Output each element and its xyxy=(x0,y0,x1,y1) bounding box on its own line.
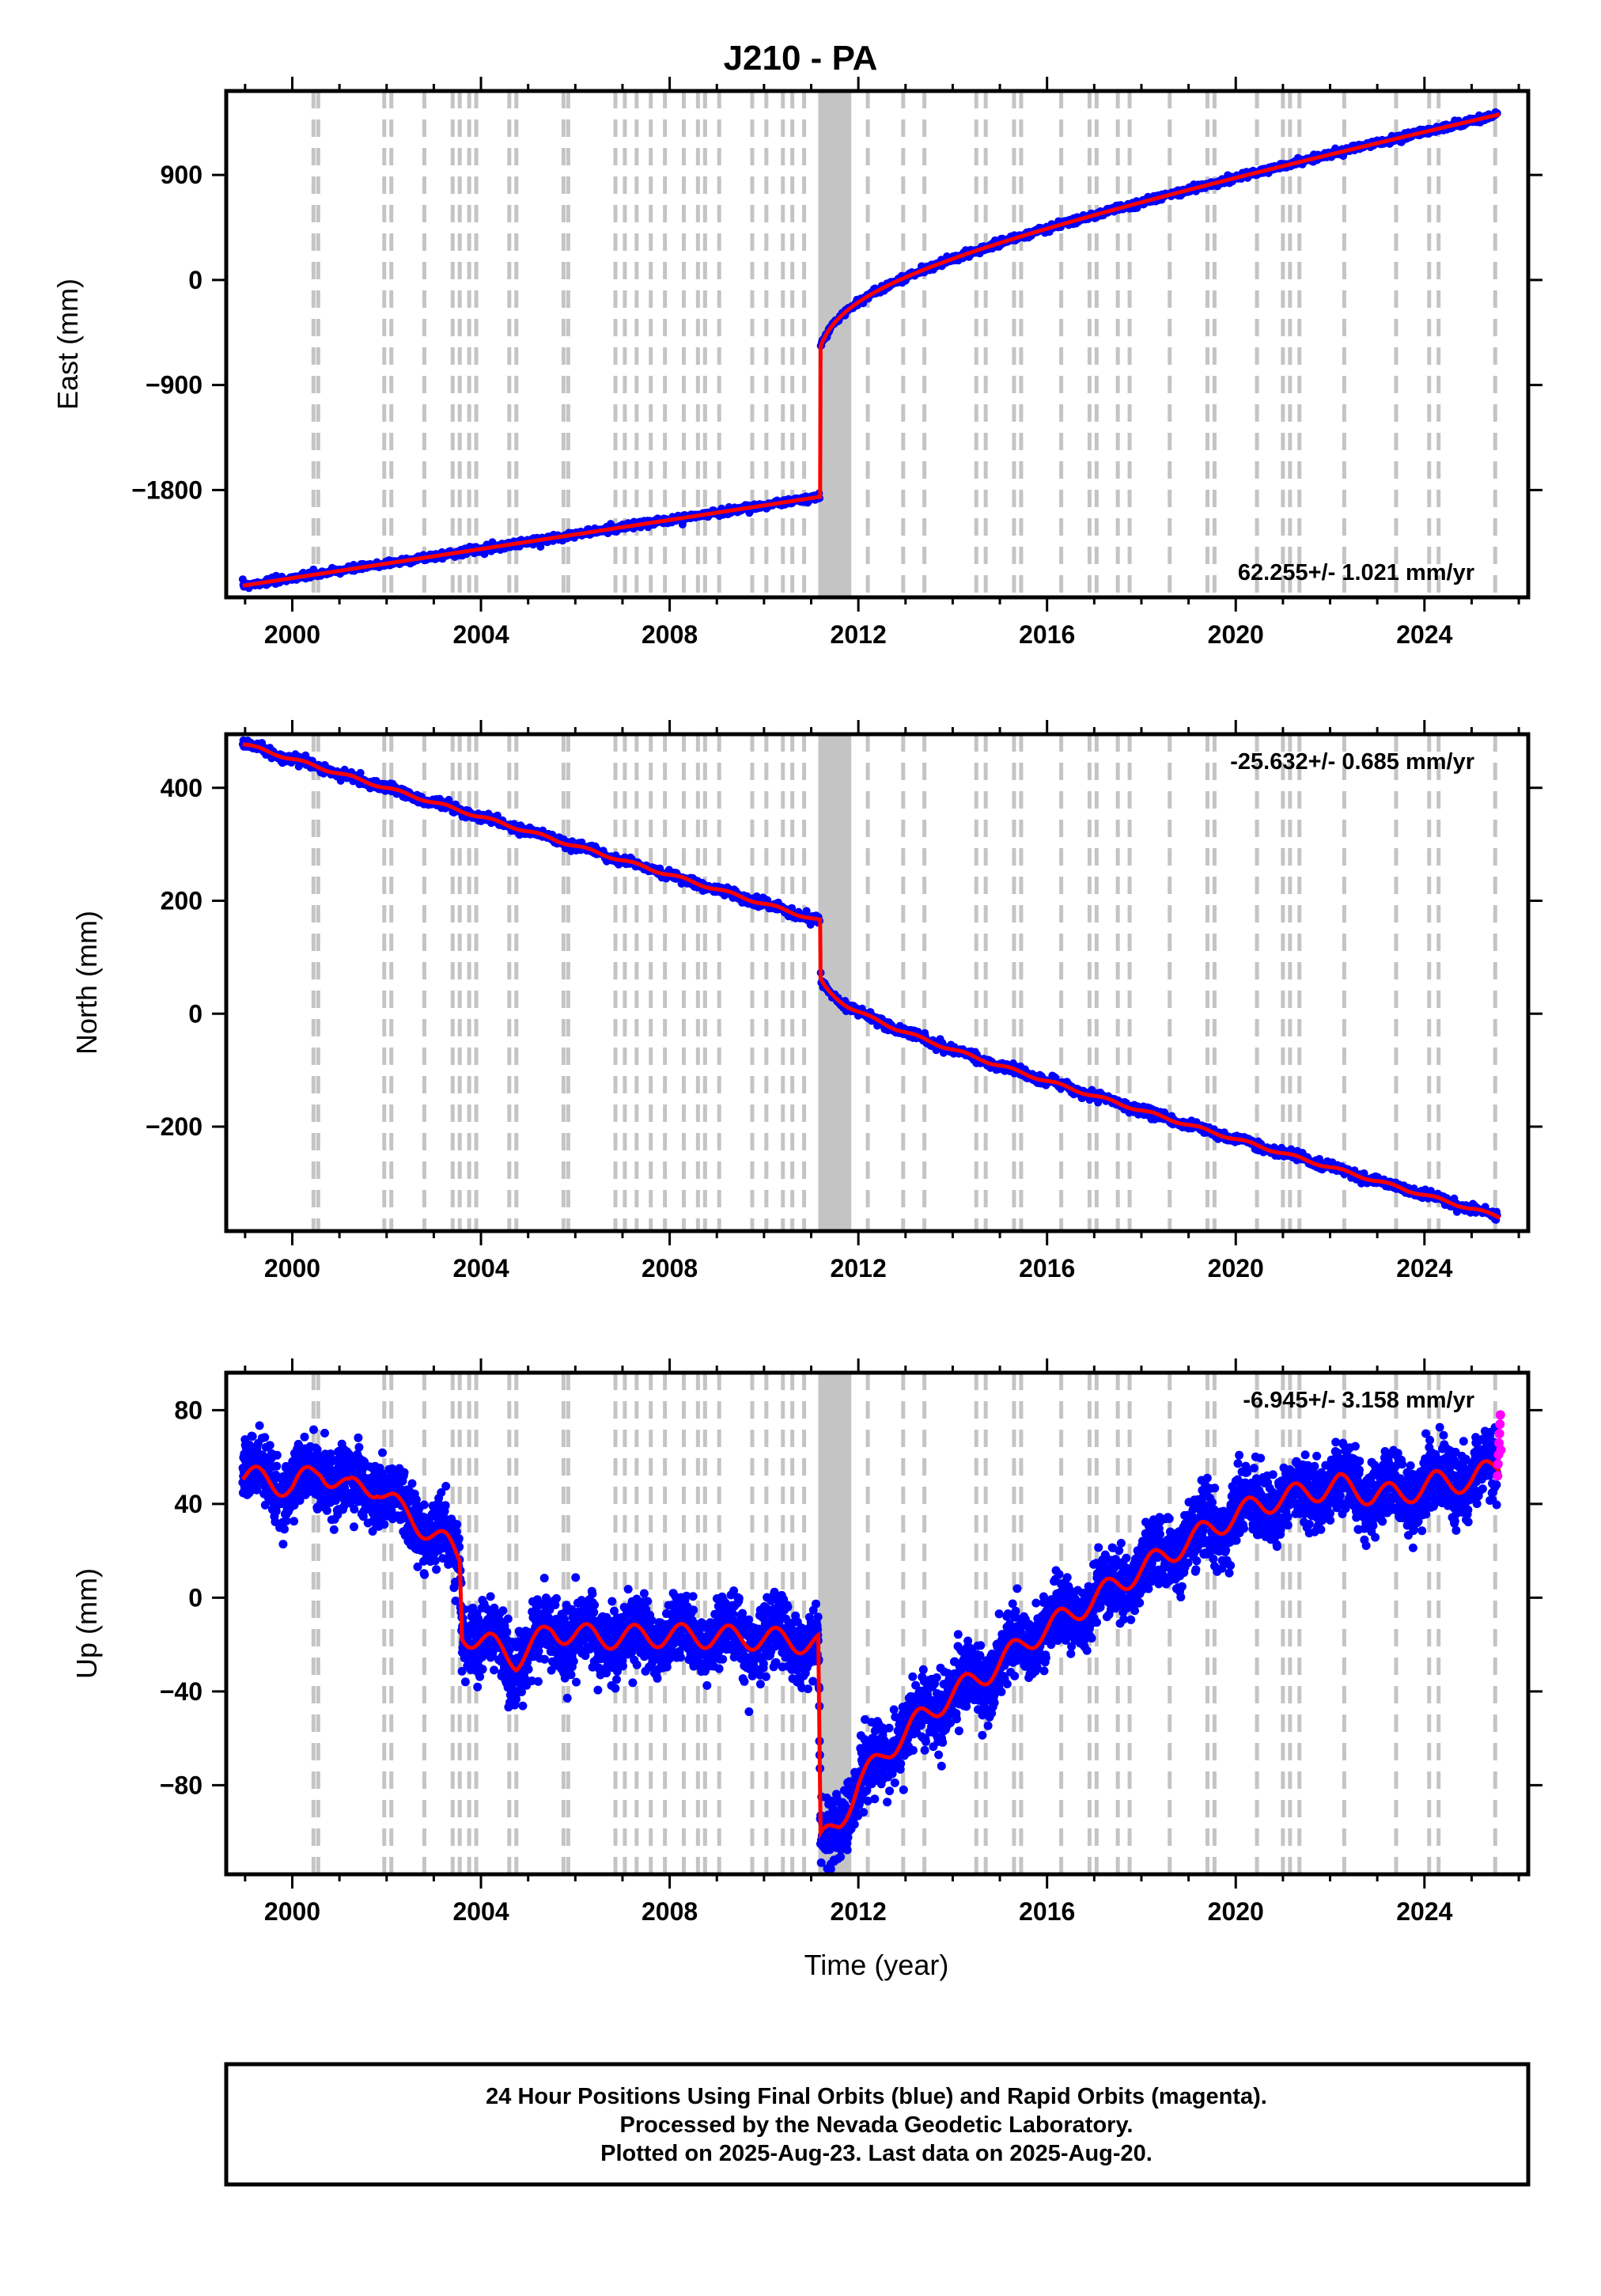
up-data-point xyxy=(272,1461,282,1471)
east-x-tick-label: 2020 xyxy=(1208,620,1264,649)
east-x-tick-label: 2024 xyxy=(1396,620,1452,649)
north-y-axis-label: North (mm) xyxy=(70,911,103,1055)
up-data-point xyxy=(255,1421,264,1430)
chart-title: J210 - PA xyxy=(724,39,878,78)
north-y-tick-label: −200 xyxy=(146,1112,202,1141)
north-y-tick-label: 400 xyxy=(161,774,202,802)
north-y-tick-label: 0 xyxy=(188,999,202,1028)
east-y-tick-label: −1800 xyxy=(131,475,202,504)
up-data-point xyxy=(280,1525,289,1534)
up-panel: 2000 2004 2008 2012 2016 2020 202480400−40−80 … xyxy=(70,1358,1542,1926)
east-y-tick-label: 900 xyxy=(161,161,202,189)
up-data-point xyxy=(265,1441,274,1450)
east-x-tick-label: 2016 xyxy=(1019,620,1075,649)
east-x-tick-label: 2012 xyxy=(831,620,887,649)
north-y-tick-label: 200 xyxy=(161,887,202,915)
north-x-tick-label: 2016 xyxy=(1019,1254,1075,1283)
east-y-tick-label: −900 xyxy=(146,371,202,400)
north-x-tick-label: 2000 xyxy=(264,1254,320,1283)
up-data-point xyxy=(278,1540,288,1549)
north-x-tick-label: 2012 xyxy=(831,1254,887,1283)
north-x-tick-label: 2020 xyxy=(1208,1254,1264,1283)
east-x-tick-label: 2004 xyxy=(452,620,509,649)
north-x-tick-label: 2004 xyxy=(452,1254,509,1283)
east-y-axis-label: East (mm) xyxy=(51,278,84,410)
north-panel: 2000 2004 2008 2012 2016 2020 20244002000−200 … xyxy=(70,720,1542,1283)
east-y-tick-label: 0 xyxy=(188,266,202,294)
east-rate-label: 62.255+/- 1.021 mm/yr xyxy=(1238,560,1474,585)
east-panel: 2000 2004 2008 2012 2016 2020 2024 900 0 −900 −180… xyxy=(51,77,1542,649)
east-x-tick-label: 2000 xyxy=(264,620,320,649)
up-data-point xyxy=(260,1433,270,1442)
north-x-tick-label: 2008 xyxy=(642,1254,698,1283)
north-rate-label: -25.632+/- 0.685 mm/yr xyxy=(1230,749,1474,775)
north-x-tick-label: 2024 xyxy=(1396,1254,1452,1283)
east-x-tick-label: 2008 xyxy=(642,620,698,649)
up-data-point xyxy=(248,1432,257,1441)
up-data-point xyxy=(272,1450,282,1460)
